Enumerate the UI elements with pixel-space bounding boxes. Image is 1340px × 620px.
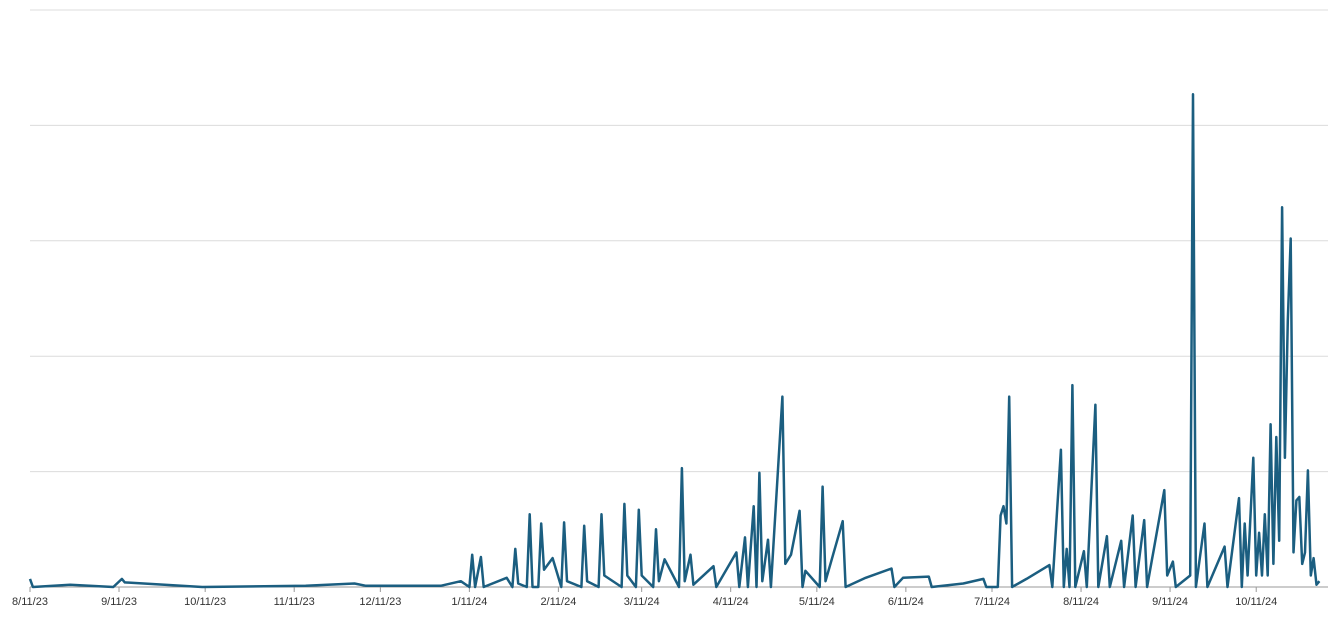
x-tick-label: 2/11/24 [540, 596, 576, 608]
x-tick-label: 4/11/24 [713, 596, 749, 608]
x-tick-label: 9/11/23 [101, 596, 137, 608]
x-tick-label: 11/11/23 [274, 596, 315, 608]
x-tick-label: 3/11/24 [624, 596, 660, 608]
x-tick-label: 7/11/24 [974, 596, 1010, 608]
x-tick-label: 8/11/24 [1063, 596, 1099, 608]
x-tick-label: 5/11/24 [799, 596, 835, 608]
x-tick-label: 1/11/24 [451, 596, 487, 608]
x-tick-label: 6/11/24 [888, 596, 924, 608]
x-tick-label: 12/11/23 [359, 596, 401, 608]
x-tick-label: 10/11/23 [184, 596, 226, 608]
line [28, 92, 1321, 589]
x-tick-label: 9/11/24 [1152, 596, 1188, 608]
x-tick-label: 10/11/24 [1235, 596, 1277, 608]
x-tick-label: 8/11/23 [12, 596, 48, 608]
